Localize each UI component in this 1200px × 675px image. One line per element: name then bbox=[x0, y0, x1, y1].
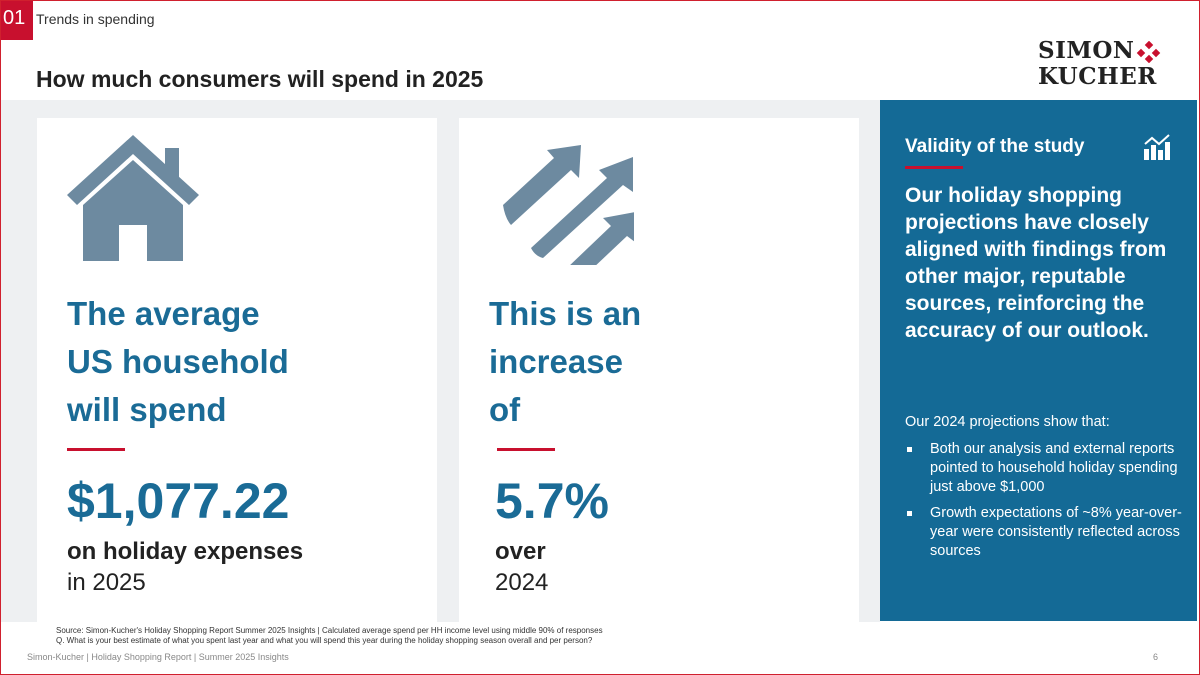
headline: The average US household will spend bbox=[67, 295, 289, 428]
simon-kucher-logo: SIMON KUCHER bbox=[1038, 38, 1161, 90]
panel-lead: Our holiday shopping projections have cl… bbox=[905, 184, 1167, 342]
page-number: 6 bbox=[1153, 652, 1159, 662]
panel-bullets: Both our analysis and external reports p… bbox=[905, 440, 1185, 568]
increase-label: over bbox=[495, 538, 546, 565]
section-number: 01 bbox=[0, 0, 33, 40]
increase-card: This is an increase of 5.7% over 2024 bbox=[459, 118, 859, 622]
house-icon bbox=[67, 135, 199, 261]
section-title: Trends in spending bbox=[36, 11, 155, 27]
headline: This is an increase of bbox=[489, 295, 642, 428]
spend-year: in 2025 bbox=[67, 569, 146, 596]
household-spend-card: The average US household will spend $1,077… bbox=[37, 118, 437, 622]
list-item: Growth expectations of ~8% year-over-yea… bbox=[905, 504, 1185, 561]
spend-value: $1,077.22 bbox=[67, 473, 290, 529]
accent-rule bbox=[67, 448, 125, 451]
footer-report: Simon-Kucher | Holiday Shopping Report |… bbox=[27, 652, 289, 662]
arrows-up-right-icon bbox=[503, 145, 634, 265]
panel-intro: Our 2024 projections show that: bbox=[905, 414, 1110, 430]
increase-year: 2024 bbox=[495, 569, 549, 596]
spend-label: on holiday expenses bbox=[67, 538, 304, 565]
accent-rule bbox=[905, 166, 963, 169]
accent-rule bbox=[497, 448, 555, 451]
list-item: Both our analysis and external reports p… bbox=[905, 440, 1185, 497]
increase-value: 5.7% bbox=[495, 473, 609, 529]
source-note: Source: Simon-Kucher's Holiday Shopping … bbox=[56, 626, 603, 645]
bar-chart-trend-icon bbox=[1144, 134, 1170, 160]
page-title: How much consumers will spend in 2025 bbox=[36, 66, 484, 92]
validity-panel: Validity of the study Our holiday shoppi… bbox=[880, 100, 1197, 621]
panel-heading: Validity of the study bbox=[905, 136, 1085, 157]
